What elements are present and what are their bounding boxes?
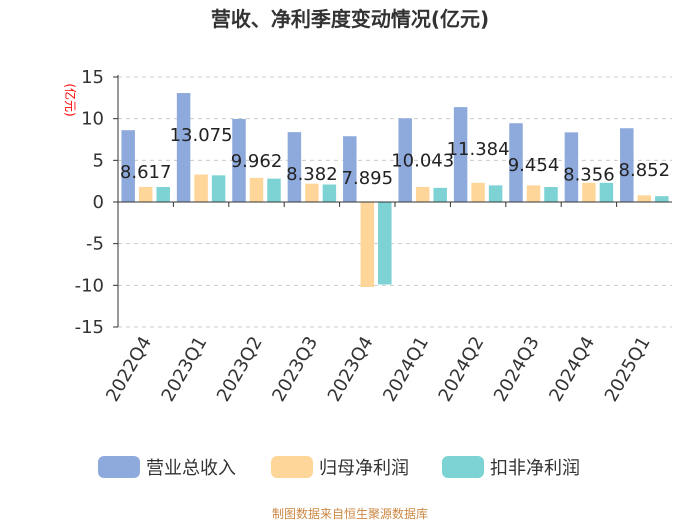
bar-营业总收入-2024Q1 [398,118,412,202]
data-label: 10.043 [391,150,454,171]
bar-归母净利润-2023Q3 [305,183,319,202]
data-label: 8.382 [286,164,338,185]
data-label: 8.356 [563,164,615,185]
legend-label: 营业总收入 [146,458,236,479]
data-label: 8.617 [120,162,172,183]
bar-营业总收入-2025Q1 [620,128,634,202]
data-label: 13.075 [170,125,233,146]
x-tick-label: 2023Q1 [158,333,212,405]
y-tick-label: 0 [93,192,104,213]
legend-label: 扣非净利润 [490,458,580,479]
data-label: 9.454 [508,155,560,176]
bar-归母净利润-2022Q4 [138,187,153,202]
bar-营业总收入-2023Q2 [232,118,246,202]
y-tick-label: -10 [75,275,104,296]
chart-title: 营收、净利季度变动情况(亿元) [211,7,489,31]
bar-扣非净利润-2023Q4 [378,202,392,285]
data-label: 7.895 [342,168,394,189]
legend-swatch [271,456,313,478]
x-tick-label: 2022Q4 [102,333,156,405]
x-tick-label: 2023Q2 [213,333,267,405]
bar-营业总收入-2023Q3 [287,132,302,202]
x-tick-label: 2024Q4 [545,333,599,405]
y-tick-label: 5 [93,150,104,171]
x-tick-label: 2024Q3 [490,333,544,405]
bar-归母净利润-2023Q2 [249,177,264,202]
legend-swatch [442,456,484,478]
bar-归母净利润-2023Q1 [194,174,208,202]
bar-扣非净利润-2023Q3 [322,184,337,202]
data-label: 11.384 [447,139,510,160]
x-tick-label: 2023Q3 [268,333,322,405]
bar-营业总收入-2023Q1 [176,93,191,202]
data-label: 9.962 [231,151,283,172]
y-tick-label: 15 [81,67,104,88]
bar-扣非净利润-2024Q2 [488,185,503,202]
bar-扣非净利润-2024Q4 [599,182,614,202]
bar-扣非净利润-2022Q4 [156,187,170,202]
y-tick-label: -15 [75,317,104,338]
bar-营业总收入-2024Q4 [564,132,579,202]
x-tick-label: 2024Q1 [379,333,433,405]
bar-归母净利润-2024Q1 [415,187,430,202]
bar-归母净利润-2024Q2 [471,182,485,202]
x-tick-label: 2024Q2 [435,333,489,405]
bar-归母净利润-2024Q3 [526,185,541,202]
bar-营业总收入-2022Q4 [121,130,135,202]
source-caption: 制图数据来自恒生聚源数据库 [272,506,428,521]
bar-扣非净利润-2023Q1 [211,175,226,202]
y-axis-label: (亿元) [63,83,78,116]
x-tick-label: 2025Q1 [601,333,655,405]
bar-营业总收入-2023Q4 [343,136,357,202]
bar-归母净利润-2024Q4 [582,182,596,202]
legend-swatch [98,456,140,478]
bar-扣非净利润-2023Q2 [267,178,281,202]
bar-扣非净利润-2024Q1 [433,187,447,202]
bar-扣非净利润-2025Q1 [655,196,669,202]
data-label: 8.852 [619,160,671,181]
bar-归母净利润-2023Q4 [360,202,375,287]
x-tick-label: 2023Q4 [324,333,378,405]
y-tick-label: 10 [81,109,104,130]
y-tick-label: -5 [86,234,104,255]
bar-营业总收入-2024Q3 [509,123,523,202]
bar-归母净利润-2025Q1 [637,195,652,202]
bar-扣非净利润-2024Q3 [544,187,558,202]
bar-营业总收入-2024Q2 [453,107,468,202]
legend-label: 归母净利润 [319,458,409,479]
